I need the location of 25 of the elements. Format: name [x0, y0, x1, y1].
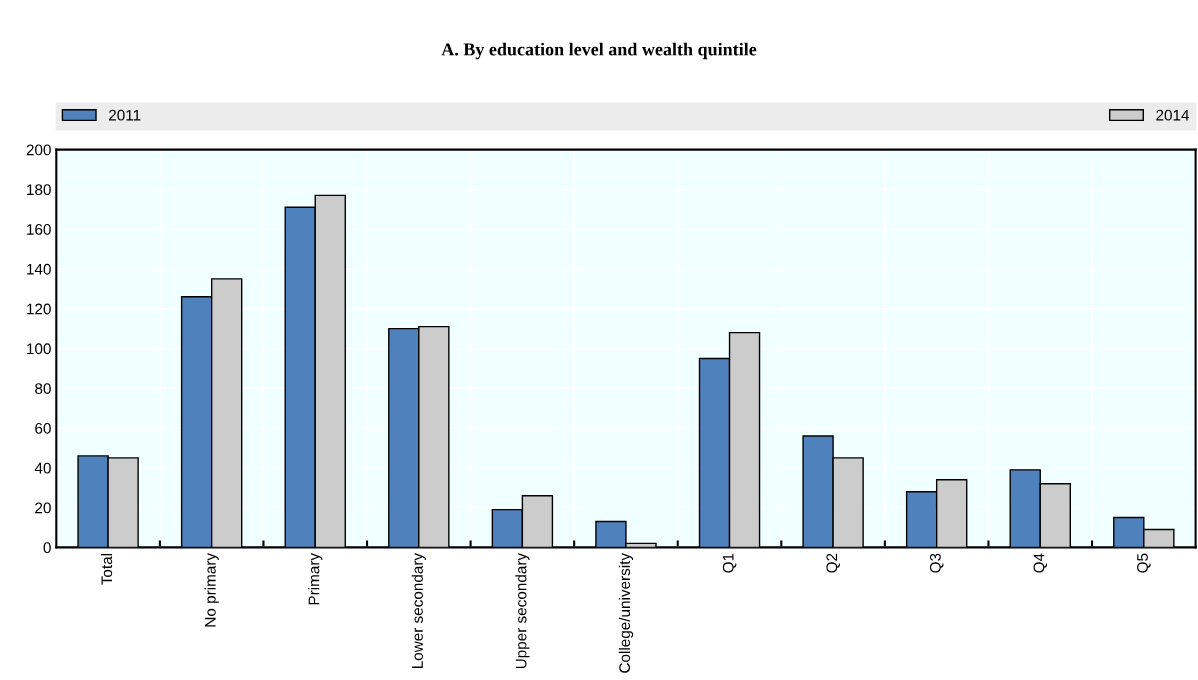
- y-tick-label: 100: [27, 343, 51, 355]
- x-tick-label: Q3: [929, 553, 944, 573]
- x-tick-label: Q5: [1137, 553, 1151, 573]
- legend-label: 2014: [1156, 109, 1190, 121]
- y-tick-label: 200: [26, 144, 51, 156]
- chart-title: A. By education level and wealth quintile: [441, 42, 757, 60]
- y-tick-label: 120: [27, 303, 51, 315]
- x-tick-label: Total: [100, 553, 113, 585]
- y-tick-label: 160: [27, 224, 51, 235]
- y-tick-label: 40: [34, 462, 51, 474]
- x-tick-label: Q4: [1033, 553, 1048, 573]
- y-tick-label: 60: [35, 422, 51, 434]
- y-tick-label: 140: [27, 263, 51, 275]
- x-tick-label: Primary: [308, 552, 323, 605]
- y-tick-label: 80: [35, 383, 51, 394]
- legend-label: 2011: [109, 109, 141, 121]
- x-tick-label: Q2: [826, 553, 840, 573]
- y-tick-label: 0: [43, 542, 51, 554]
- x-tick-label: No primary: [204, 552, 219, 627]
- x-tick-label: Upper secondary: [515, 552, 530, 669]
- x-tick-label: College/university: [618, 552, 634, 673]
- x-tick-label: Lower secondary: [411, 552, 426, 669]
- y-tick-label: 180: [27, 184, 51, 196]
- x-tick-label: Q1: [722, 553, 737, 573]
- y-tick-label: 20: [35, 502, 51, 514]
